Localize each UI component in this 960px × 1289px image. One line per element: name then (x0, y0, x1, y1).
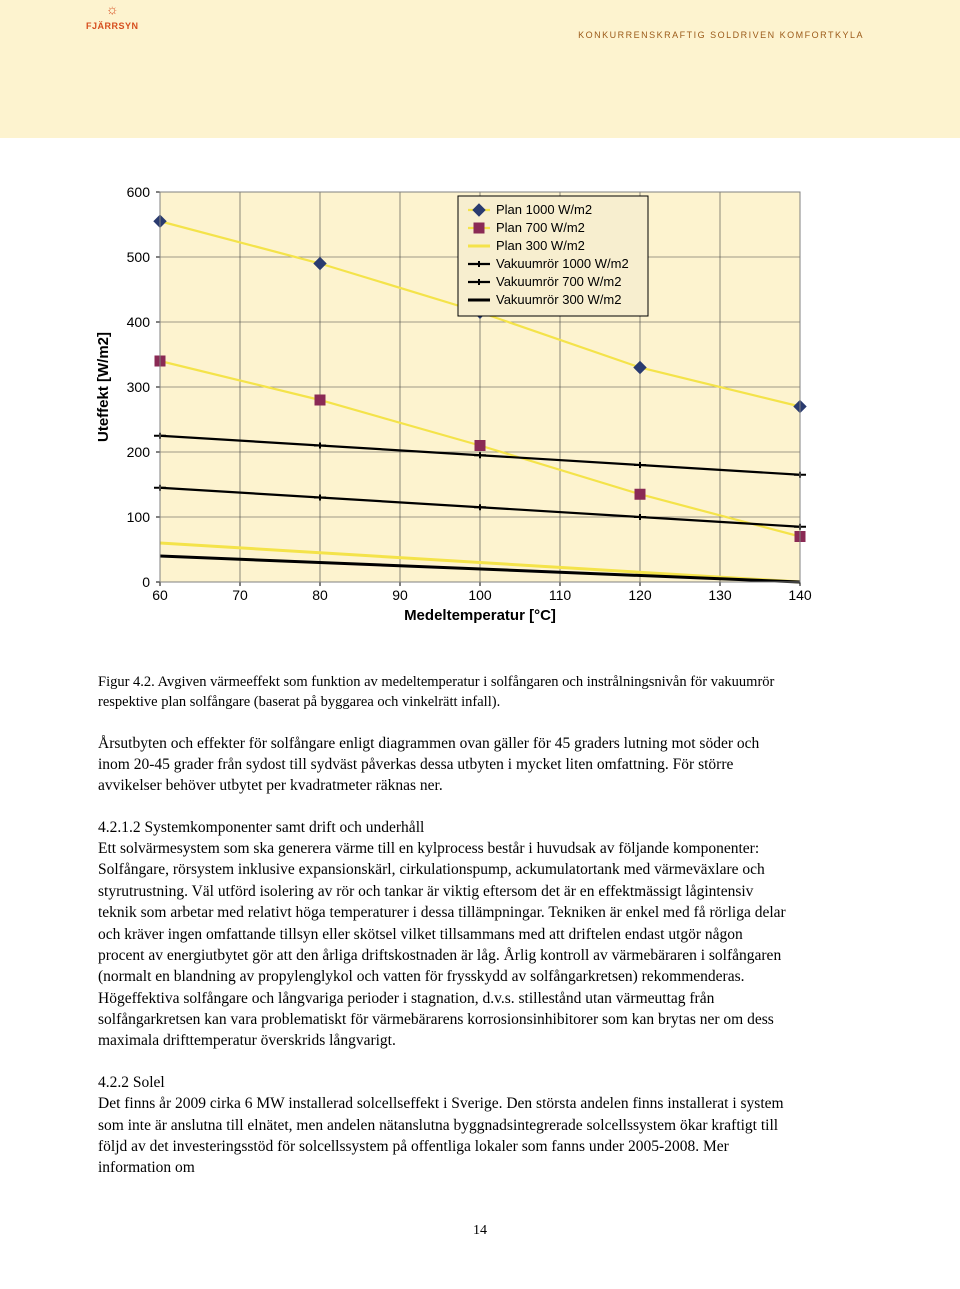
svg-text:60: 60 (152, 587, 168, 603)
svg-text:Uteffekt [W/m2]: Uteffekt [W/m2] (95, 332, 112, 442)
svg-text:600: 600 (127, 184, 151, 200)
svg-text:200: 200 (127, 444, 151, 460)
header-band: ☼ FJÄRRSYN KONKURRENSKRAFTIG SOLDRIVEN K… (0, 0, 960, 138)
logo-sun-icon: ☼ (93, 6, 131, 20)
figure-caption-text: Avgiven värmeeffekt som funktion av mede… (98, 674, 774, 710)
svg-text:Vakuumrör 300 W/m2: Vakuumrör 300 W/m2 (496, 292, 621, 307)
svg-text:120: 120 (628, 587, 652, 603)
section-422-body: Det finns år 2009 cirka 6 MW installerad… (98, 1095, 784, 1176)
chart-container: 0 100 200 300 400 500 600 60 70 80 90 100 110 120 130 1… (82, 174, 878, 662)
svg-text:Vakuumrör 1000 W/m2: Vakuumrör 1000 W/m2 (496, 256, 629, 271)
svg-text:0: 0 (142, 574, 150, 590)
svg-text:Medeltemperatur [°C]: Medeltemperatur [°C] (404, 607, 556, 624)
svg-text:Plan 1000 W/m2: Plan 1000 W/m2 (496, 202, 592, 217)
svg-text:100: 100 (127, 509, 151, 525)
svg-text:130: 130 (708, 587, 732, 603)
svg-text:Vakuumrör 700 W/m2: Vakuumrör 700 W/m2 (496, 274, 621, 289)
svg-text:80: 80 (312, 587, 328, 603)
svg-text:400: 400 (127, 314, 151, 330)
svg-text:140: 140 (788, 587, 812, 603)
svg-text:110: 110 (549, 587, 572, 603)
section-4212-heading: 4.2.1.2 Systemkomponenter samt drift och… (98, 819, 424, 836)
paragraph-1: Årsutbyten och effekter för solfångare e… (98, 733, 788, 797)
paragraph-1-text: Årsutbyten och effekter för solfångare e… (98, 733, 788, 797)
page: ☼ FJÄRRSYN KONKURRENSKRAFTIG SOLDRIVEN K… (0, 0, 960, 1269)
svg-text:300: 300 (127, 379, 151, 395)
uteffekt-chart: 0 100 200 300 400 500 600 60 70 80 90 100 110 120 130 1… (82, 174, 842, 662)
svg-text:Plan 700 W/m2: Plan 700 W/m2 (496, 220, 585, 235)
section-422-heading: 4.2.2 Solel (98, 1074, 165, 1091)
svg-text:90: 90 (392, 587, 408, 603)
figure-label: Figur 4.2. (98, 674, 155, 690)
section-4212-body: Ett solvärmesystem som ska generera värm… (98, 840, 786, 1049)
svg-text:500: 500 (127, 249, 151, 265)
logo: ☼ FJÄRRSYN (86, 6, 139, 31)
svg-text:Plan 300 W/m2: Plan 300 W/m2 (496, 238, 585, 253)
svg-text:70: 70 (232, 587, 248, 603)
doc-tag: KONKURRENSKRAFTIG SOLDRIVEN KOMFORTKYLA (578, 30, 864, 40)
svg-text:100: 100 (468, 587, 492, 603)
figure-caption: Figur 4.2. Avgiven värmeeffekt som funkt… (98, 672, 788, 713)
section-422: 4.2.2 Solel Det finns år 2009 cirka 6 MW… (98, 1072, 788, 1179)
section-4212: 4.2.1.2 Systemkomponenter samt drift och… (98, 817, 788, 1052)
page-number: 14 (0, 1223, 960, 1269)
logo-brand: FJÄRRSYN (86, 21, 139, 31)
